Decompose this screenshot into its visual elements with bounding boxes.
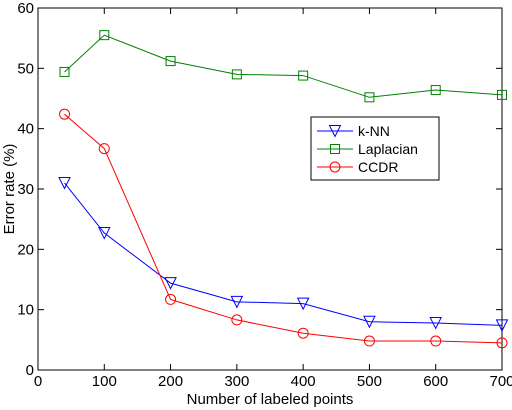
data-point (230, 295, 244, 309)
data-point (298, 70, 309, 81)
data-point (296, 297, 310, 311)
y-axis-label: Error rate (%) (1, 144, 18, 235)
axis-ticks: 0 100 200 300 400 500 600 700 0 10 20 30 40 50 60 (17, 0, 512, 390)
data-point (58, 176, 71, 190)
data-point (496, 337, 508, 349)
legend-entry: k-NN (317, 123, 390, 139)
data-point (97, 227, 111, 240)
x-tick-label: 200 (158, 373, 183, 390)
y-tick-label: 40 (17, 121, 34, 138)
data-point (430, 85, 441, 96)
data-point (165, 56, 176, 67)
x-tick-label: 600 (423, 373, 448, 390)
data-point (231, 314, 243, 326)
legend-entry: Laplacian (317, 141, 418, 157)
y-tick-label: 50 (17, 60, 34, 77)
data-point (363, 335, 375, 347)
x-tick-label: 300 (224, 373, 249, 390)
plot-frame (37, 7, 503, 371)
legend-label: Laplacian (358, 141, 418, 157)
series-line (64, 113, 503, 344)
data-point (297, 327, 309, 339)
series-laplacian (59, 30, 507, 103)
y-tick-label: 60 (17, 0, 34, 17)
data-point (165, 293, 177, 305)
legend-marker (329, 161, 341, 173)
series-k-nn (58, 176, 509, 332)
data-point (59, 66, 70, 77)
y-tick-label: 0 (26, 362, 34, 379)
legend-marker (328, 125, 342, 138)
legend-marker (330, 144, 340, 154)
y-tick-label: 30 (17, 181, 34, 198)
data-point (164, 277, 177, 290)
data-point (363, 315, 376, 329)
x-tick-label: 500 (357, 373, 382, 390)
legend-label: k-NN (358, 123, 390, 139)
legend-label: CCDR (358, 159, 398, 175)
x-tick-label: 0 (34, 373, 42, 390)
series-line (64, 34, 503, 98)
y-tick-label: 10 (17, 302, 34, 319)
series-line (64, 182, 503, 326)
data-point (430, 335, 442, 347)
x-tick-label: 100 (92, 373, 117, 390)
x-tick-label: 700 (489, 373, 512, 390)
data-point (364, 92, 375, 103)
data-point (429, 316, 443, 330)
y-tick-label: 20 (17, 241, 34, 258)
data-point (99, 30, 110, 41)
data-point (59, 108, 71, 120)
x-axis-label: Number of labeled points (187, 391, 354, 408)
data-point (495, 319, 509, 332)
data-point (497, 89, 507, 100)
series-ccdr (59, 108, 508, 349)
series-layer (58, 30, 509, 349)
data-point (231, 69, 242, 80)
x-tick-label: 400 (291, 373, 316, 390)
legend: k-NN Laplacian CCDR (310, 116, 440, 181)
legend-entry: CCDR (317, 159, 398, 175)
data-point (98, 143, 110, 155)
